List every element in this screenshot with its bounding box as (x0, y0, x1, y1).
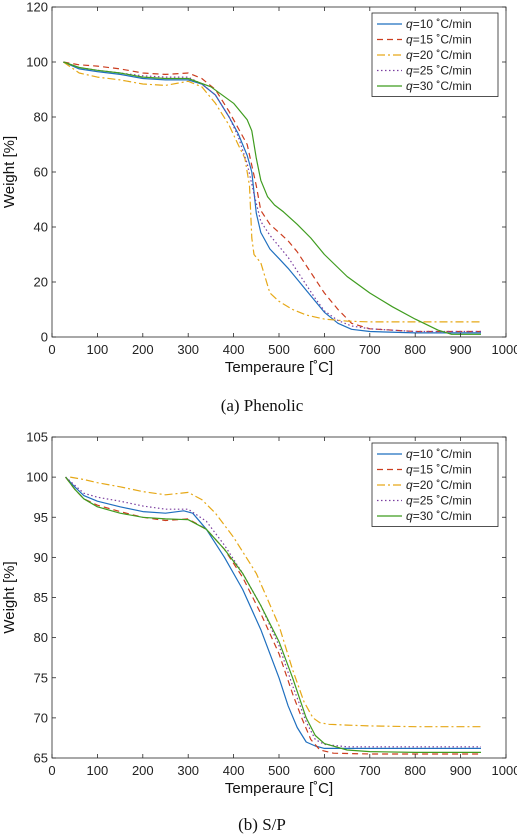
x-tick-label: 0 (48, 342, 55, 357)
x-tick-label: 600 (314, 763, 336, 778)
x-tick-label: 0 (48, 763, 55, 778)
x-tick-label: 1000 (492, 342, 517, 357)
x-tick-label: 300 (177, 342, 199, 357)
y-tick-label: 85 (34, 590, 48, 605)
x-tick-label: 800 (404, 763, 426, 778)
x-tick-label: 700 (359, 342, 381, 357)
series-line-sp-5 (65, 476, 481, 754)
x-tick-label: 400 (223, 763, 245, 778)
y-tick-label: 90 (34, 550, 48, 565)
series-line-phenolic-4 (63, 61, 481, 333)
chart-sp: 0 100 200 300 400 500 600 700 800 900 1000 65 70 75 80… (1, 430, 517, 798)
series-line-sp-2 (65, 476, 481, 755)
x-tick-label: 400 (223, 342, 245, 357)
y-axis-label-phenolic: Weight [%] (1, 136, 18, 208)
y-tick-label: 70 (34, 710, 48, 725)
x-tick-label: 900 (450, 342, 472, 357)
y-tick-label: 80 (34, 630, 48, 645)
y-tick-label: 120 (26, 0, 48, 15)
x-tick-label: 900 (450, 763, 472, 778)
y-tick-label: 75 (34, 670, 48, 685)
x-tick-label: 1000 (492, 763, 517, 778)
x-tick-label: 800 (404, 342, 426, 357)
y-tick-label: 0 (41, 330, 48, 345)
legend-label: q=30 ˚C/min (406, 509, 472, 523)
y-tick-label: 105 (26, 430, 48, 445)
x-tick-label: 500 (268, 763, 290, 778)
y-tick-label: 40 (34, 220, 48, 235)
series-line-phenolic-2 (63, 61, 481, 333)
x-axis-label-phenolic: Temperaure [˚C] (225, 359, 333, 376)
series-line-phenolic-5 (63, 61, 481, 335)
legend-label: q=10 ˚C/min (406, 447, 472, 461)
x-tick-label: 300 (177, 763, 199, 778)
caption-sp: (b) S/P (238, 815, 286, 834)
y-tick-label: 95 (34, 510, 48, 525)
chart-phenolic: 0 100 200 300 400 500 600 700 800 900 1000 0 20 40 60 8… (1, 0, 517, 376)
caption-phenolic: (a) Phenolic (221, 396, 304, 415)
legend-label: q=15 ˚C/min (406, 33, 472, 47)
legend-label: q=25 ˚C/min (406, 64, 472, 78)
series-line-sp-1 (65, 476, 481, 750)
x-tick-label: 600 (314, 342, 336, 357)
y-tick-label: 100 (26, 55, 48, 70)
legend-label: q=10 ˚C/min (406, 17, 472, 31)
x-tick-label: 500 (268, 342, 290, 357)
series-line-sp-3 (70, 476, 481, 728)
legend-label: q=25 ˚C/min (406, 494, 472, 508)
x-axis-label-sp: Temperaure [˚C] (225, 780, 333, 797)
y-axis-label-sp: Weight [%] (1, 561, 18, 633)
y-tick-label: 65 (34, 751, 48, 766)
legend-label: q=15 ˚C/min (406, 463, 472, 477)
x-tick-label: 200 (132, 763, 154, 778)
x-tick-label: 200 (132, 342, 154, 357)
x-tick-label: 100 (87, 342, 109, 357)
legend-label: q=20 ˚C/min (406, 48, 472, 62)
legend-label: q=30 ˚C/min (406, 79, 472, 93)
series-line-phenolic-1 (63, 61, 481, 334)
y-tick-label: 100 (26, 470, 48, 485)
x-tick-label: 100 (87, 763, 109, 778)
y-tick-label: 80 (34, 110, 48, 125)
series-line-phenolic-3 (63, 61, 481, 323)
x-tick-label: 700 (359, 763, 381, 778)
y-tick-label: 60 (34, 165, 48, 180)
legend-label: q=20 ˚C/min (406, 478, 472, 492)
y-tick-label: 20 (34, 275, 48, 290)
